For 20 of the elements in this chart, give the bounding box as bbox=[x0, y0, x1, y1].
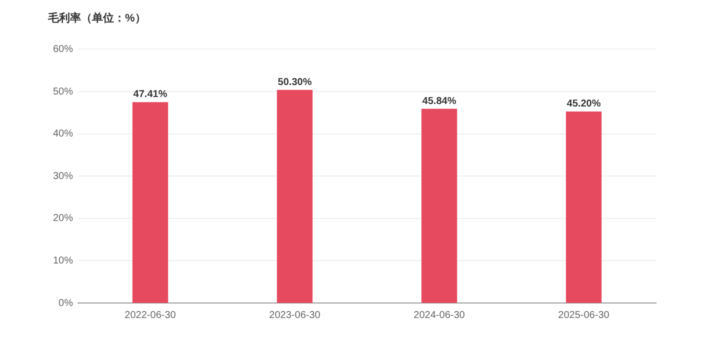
y-tick-label: 0% bbox=[58, 298, 74, 309]
bar bbox=[132, 102, 168, 303]
x-tick-label: 2024-06-30 bbox=[414, 310, 466, 321]
y-tick-label: 20% bbox=[53, 213, 74, 224]
data-label: 47.41% bbox=[133, 89, 168, 100]
x-tick-label: 2022-06-30 bbox=[124, 310, 176, 321]
y-tick-label: 50% bbox=[53, 86, 74, 98]
bar bbox=[276, 90, 313, 303]
data-label: 45.84% bbox=[422, 96, 456, 107]
y-tick-label: 40% bbox=[53, 128, 74, 140]
x-tick-label: 2023-06-30 bbox=[269, 310, 321, 321]
bar bbox=[421, 108, 458, 303]
data-label: 45.20% bbox=[566, 98, 601, 110]
bar bbox=[566, 111, 602, 303]
chart-title: 毛利率（单位：%） bbox=[47, 12, 146, 25]
y-tick-label: 10% bbox=[53, 255, 74, 266]
x-tick-label: 2025-06-30 bbox=[558, 310, 610, 321]
y-tick-label: 30% bbox=[53, 170, 74, 182]
data-label: 50.30% bbox=[278, 76, 312, 88]
y-tick-label: 60% bbox=[53, 44, 74, 55]
